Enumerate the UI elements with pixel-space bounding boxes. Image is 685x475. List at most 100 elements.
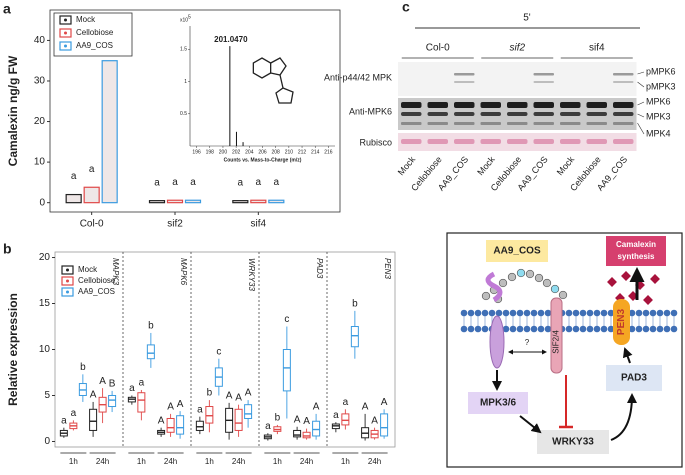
- significance-letter: a: [197, 404, 203, 415]
- lipid-head: [565, 309, 573, 317]
- band: [533, 81, 554, 83]
- band: [507, 122, 528, 125]
- structure-ring: [270, 57, 287, 76]
- x-tick-label: sif4: [251, 219, 267, 230]
- lipid-head: [600, 325, 608, 333]
- genotype-label: sif2: [509, 43, 525, 54]
- oligosaccharide: [542, 278, 552, 288]
- band: [507, 112, 528, 116]
- blot-time: 5': [523, 13, 531, 24]
- gene-label: PAD3: [315, 258, 324, 279]
- lipid-head: [607, 309, 615, 317]
- oligosaccharide: [525, 269, 535, 279]
- legend-label: Cellobiose: [76, 28, 114, 37]
- significance-letter: A: [371, 415, 378, 426]
- band: [401, 122, 422, 125]
- band: [533, 122, 554, 125]
- oligosaccharide: [507, 272, 517, 282]
- box: [234, 408, 243, 431]
- lipid-head: [474, 309, 482, 317]
- y-tick-label: 20: [39, 252, 51, 263]
- lipid-head: [635, 309, 643, 317]
- group-label: 1h: [341, 457, 350, 466]
- band: [507, 139, 528, 144]
- camalexin: [650, 274, 660, 284]
- lipid-head: [509, 309, 517, 317]
- legend-dot: [66, 290, 69, 294]
- lipid-head: [481, 309, 489, 317]
- lipid-head: [586, 309, 594, 317]
- inset-exponent-base: x10: [180, 17, 188, 23]
- band: [454, 102, 475, 108]
- band: [454, 73, 475, 76]
- lipid-head: [572, 309, 580, 317]
- lipid-head: [649, 309, 657, 317]
- group-label: 1h: [273, 457, 282, 466]
- significance-letter: a: [89, 164, 95, 175]
- enzyme-label: PAD3: [621, 373, 647, 384]
- oligosaccharide: [516, 268, 526, 278]
- significance-letter: A: [235, 392, 242, 403]
- band-label: pMPK3: [646, 81, 676, 91]
- y-tick-label: 5: [44, 390, 50, 401]
- box: [205, 406, 214, 424]
- sif-receptor: [550, 297, 563, 374]
- box: [146, 344, 155, 360]
- inset-x-tick-label: 198: [206, 149, 215, 155]
- camalexin: [607, 277, 617, 287]
- legend-label: Mock: [76, 15, 96, 24]
- output-label: synthesis: [618, 252, 655, 261]
- significance-letter: A: [313, 402, 320, 413]
- group-label: 24h: [164, 457, 177, 466]
- significance-letter: a: [61, 415, 67, 426]
- band: [613, 73, 634, 76]
- inset-y-tick-label: 1: [184, 79, 187, 85]
- band: [533, 112, 554, 116]
- group-label: 1h: [137, 457, 146, 466]
- band: [427, 112, 448, 116]
- significance-letter: a: [129, 383, 135, 394]
- lipid-head: [530, 309, 538, 317]
- lipid-head: [670, 325, 678, 333]
- inset-x-tick-label: 210: [285, 149, 294, 155]
- legend-label: AA9_COS: [76, 41, 113, 50]
- legend-dot: [64, 44, 67, 48]
- enzyme-box: [606, 365, 662, 391]
- lipid-head: [656, 325, 664, 333]
- bar: [148, 200, 166, 204]
- band: [586, 102, 607, 108]
- box: [108, 394, 117, 408]
- gene-label: MAPK6: [179, 258, 188, 286]
- y-tick-label: 15: [39, 298, 51, 309]
- group-label: 24h: [96, 457, 109, 466]
- kinase-label: MPK3/6: [480, 398, 517, 409]
- lipid-head: [607, 325, 615, 333]
- inset-x-tick-label: 206: [258, 149, 267, 155]
- band: [427, 139, 448, 144]
- band-label: pMPK6: [646, 66, 676, 76]
- camalexin: [643, 295, 653, 305]
- band: [560, 122, 581, 125]
- box: [176, 415, 185, 435]
- genotype-label: sif4: [589, 43, 605, 54]
- lipid-head: [670, 309, 678, 317]
- y-tick-label: 20: [34, 116, 46, 127]
- lipid-head: [565, 325, 573, 333]
- band: [613, 102, 634, 108]
- significance-letter: A: [226, 390, 233, 401]
- significance-letter: A: [158, 415, 165, 426]
- unknown-label: ?: [525, 338, 530, 347]
- significance-letter: a: [154, 177, 160, 188]
- lipid-head: [642, 325, 650, 333]
- output-box: [606, 236, 666, 266]
- significance-letter: a: [274, 177, 280, 188]
- band: [401, 139, 422, 144]
- panel-label: c: [402, 0, 410, 15]
- lane-label: Mock: [555, 154, 577, 177]
- box: [341, 413, 350, 426]
- camalexin: [621, 271, 631, 281]
- significance-letter: a: [343, 397, 349, 408]
- band-leader: [637, 81, 645, 88]
- arrow: [622, 347, 633, 364]
